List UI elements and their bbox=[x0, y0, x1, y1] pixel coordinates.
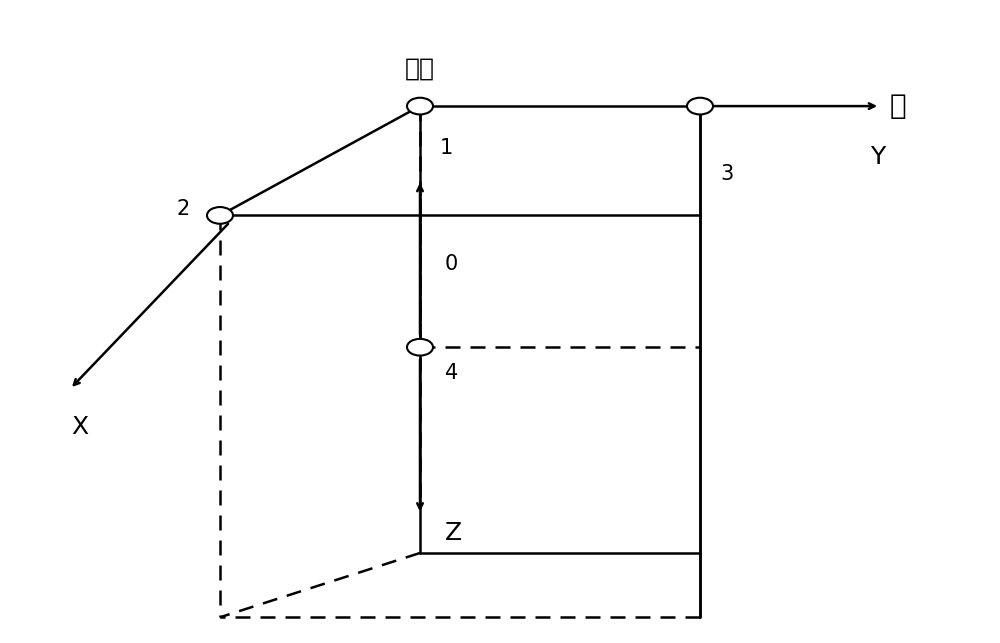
Text: Y: Y bbox=[870, 145, 885, 168]
Circle shape bbox=[407, 339, 433, 356]
Circle shape bbox=[207, 207, 233, 224]
Text: Z: Z bbox=[445, 521, 462, 545]
Text: 2: 2 bbox=[177, 199, 190, 219]
Text: 0: 0 bbox=[445, 253, 458, 274]
Text: 3: 3 bbox=[720, 164, 733, 184]
Circle shape bbox=[687, 98, 713, 114]
Text: 原点: 原点 bbox=[405, 57, 435, 80]
Text: 1: 1 bbox=[440, 138, 453, 158]
Text: 4: 4 bbox=[445, 363, 458, 383]
Text: 东: 东 bbox=[890, 92, 907, 120]
Text: X: X bbox=[71, 415, 89, 439]
Circle shape bbox=[407, 98, 433, 114]
